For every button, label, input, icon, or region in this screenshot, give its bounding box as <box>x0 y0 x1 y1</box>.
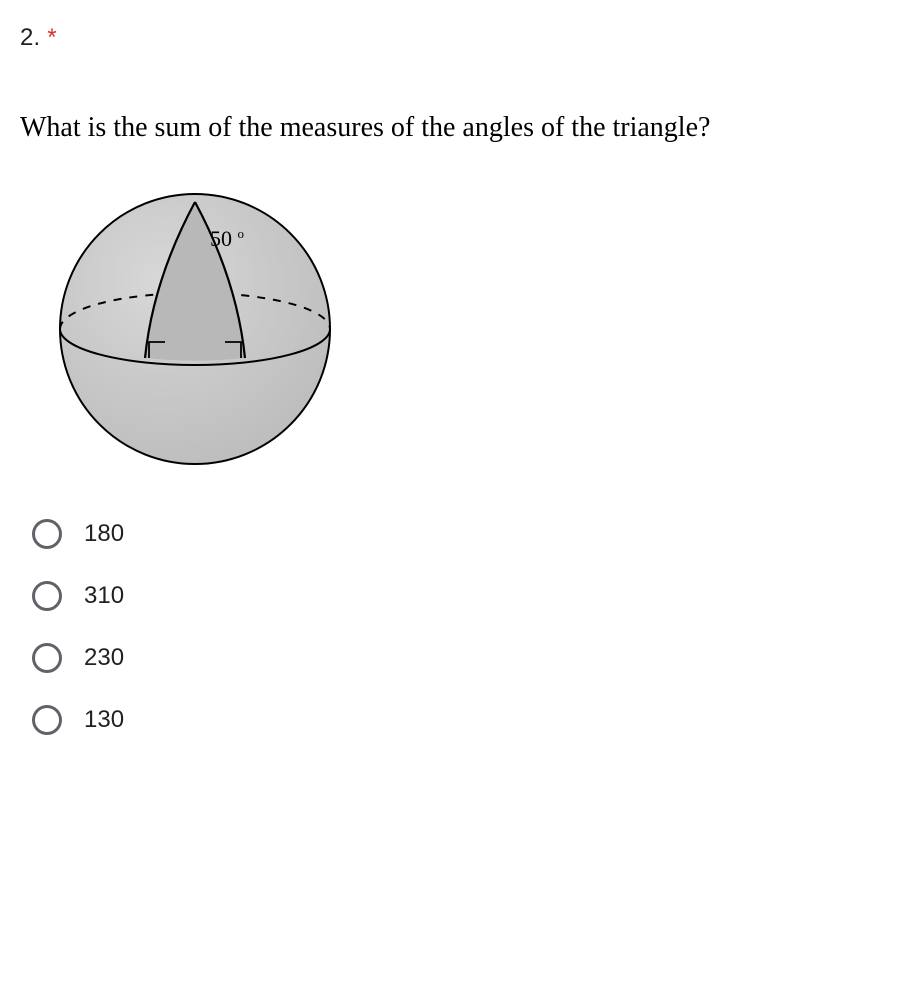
question-prompt: What is the sum of the measures of the a… <box>20 112 896 144</box>
sphere-diagram: 50 o <box>50 184 340 474</box>
option-3[interactable]: 130 <box>32 705 896 735</box>
answer-options: 180 310 230 130 <box>32 519 896 735</box>
option-2[interactable]: 230 <box>32 643 896 673</box>
option-label: 230 <box>84 644 124 672</box>
radio-icon <box>32 705 62 735</box>
figure-spherical-triangle: 50 o <box>50 184 896 479</box>
option-0[interactable]: 180 <box>32 519 896 549</box>
option-label: 310 <box>84 582 124 610</box>
required-asterisk: * <box>47 24 57 51</box>
option-label: 130 <box>84 706 124 734</box>
radio-icon <box>32 519 62 549</box>
radio-icon <box>32 581 62 611</box>
radio-icon <box>32 643 62 673</box>
option-label: 180 <box>84 520 124 548</box>
option-1[interactable]: 310 <box>32 581 896 611</box>
question-header: 2. * <box>20 24 896 52</box>
question-number: 2. <box>20 24 40 51</box>
